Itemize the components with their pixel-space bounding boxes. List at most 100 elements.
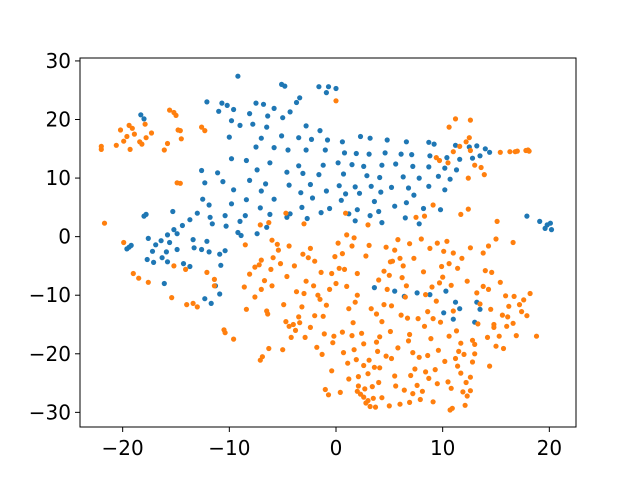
scatter-point-s0-105 bbox=[298, 190, 304, 196]
scatter-point-s1-159 bbox=[392, 373, 398, 379]
scatter-point-s1-184 bbox=[407, 241, 413, 247]
scatter-point-s1-84 bbox=[371, 364, 377, 370]
scatter-point-s1-12 bbox=[143, 135, 149, 141]
scatter-point-s1-241 bbox=[446, 333, 452, 339]
scatter-point-s0-63 bbox=[228, 156, 235, 162]
scatter-point-s0-187 bbox=[371, 285, 377, 291]
scatter-point-s1-270 bbox=[463, 139, 469, 145]
scatter-point-s1-61 bbox=[315, 292, 321, 298]
scatter-point-s1-178 bbox=[269, 237, 275, 243]
scatter-point-s0-116 bbox=[371, 198, 377, 205]
scatter-point-s1-133 bbox=[496, 333, 502, 339]
scatter-point-s0-76 bbox=[453, 167, 460, 173]
scatter-point-s1-249 bbox=[393, 383, 399, 389]
scatter-point-s1-312 bbox=[377, 365, 383, 371]
scatter-point-s1-299 bbox=[510, 239, 516, 246]
scatter-point-s1-169 bbox=[257, 357, 263, 363]
scatter-point-s1-242 bbox=[458, 340, 464, 346]
scatter-point-s1-144 bbox=[288, 334, 294, 340]
scatter-point-s1-7 bbox=[127, 146, 133, 152]
scatter-point-s1-62 bbox=[320, 313, 326, 319]
scatter-point-s0-190 bbox=[414, 290, 420, 296]
scatter-point-s1-197 bbox=[516, 302, 523, 308]
scatter-point-s1-32 bbox=[204, 269, 210, 275]
scatter-point-s0-88 bbox=[435, 173, 441, 179]
scatter-point-s1-138 bbox=[513, 333, 519, 339]
scatter-point-s0-61 bbox=[469, 155, 476, 161]
scatter-point-s1-160 bbox=[401, 387, 407, 393]
scatter-point-s1-198 bbox=[505, 314, 511, 320]
scatter-point-s1-143 bbox=[312, 313, 318, 319]
scatter-point-s1-151 bbox=[421, 323, 428, 329]
scatter-point-s1-177 bbox=[242, 242, 248, 248]
y-tick-label: 30 bbox=[46, 49, 71, 73]
scatter-point-s1-263 bbox=[351, 235, 357, 241]
scatter-point-s0-198 bbox=[450, 316, 456, 322]
scatter-point-s1-287 bbox=[333, 98, 339, 104]
scatter-point-s0-128 bbox=[170, 208, 176, 215]
scatter-point-s1-285 bbox=[512, 149, 518, 155]
scatter-point-s1-193 bbox=[493, 236, 499, 242]
scatter-point-s1-302 bbox=[145, 279, 151, 285]
scatter-point-s0-45 bbox=[482, 146, 488, 152]
scatter-point-s1-320 bbox=[337, 389, 343, 395]
scatter-point-s0-92 bbox=[247, 177, 253, 183]
scatter-point-s0-178 bbox=[151, 259, 157, 265]
scatter-point-s1-125 bbox=[475, 321, 481, 327]
scatter-point-s0-103 bbox=[231, 187, 237, 193]
scatter-point-s1-101 bbox=[414, 382, 420, 388]
scatter-point-s1-100 bbox=[412, 366, 418, 372]
scatter-point-s1-18 bbox=[167, 107, 173, 113]
scatter-point-s0-134 bbox=[287, 211, 293, 217]
scatter-point-s1-315 bbox=[386, 403, 392, 409]
scatter-point-s0-77 bbox=[199, 167, 205, 174]
scatter-point-s1-262 bbox=[363, 253, 369, 259]
scatter-point-s1-232 bbox=[317, 296, 323, 302]
scatter-point-s1-173 bbox=[252, 294, 258, 300]
scatter-point-s0-57 bbox=[409, 152, 415, 158]
scatter-point-s1-165 bbox=[354, 292, 360, 298]
scatter-point-s1-103 bbox=[419, 388, 425, 394]
scatter-point-s1-227 bbox=[464, 278, 470, 284]
scatter-point-s1-317 bbox=[354, 388, 360, 394]
scatter-point-s1-186 bbox=[427, 245, 433, 251]
scatter-point-s0-159 bbox=[204, 238, 210, 244]
scatter-point-s1-311 bbox=[388, 355, 395, 362]
scatter-point-s1-27 bbox=[183, 266, 189, 272]
scatter-point-s0-3 bbox=[316, 84, 322, 90]
scatter-point-s1-158 bbox=[383, 353, 389, 359]
scatter-point-s1-31 bbox=[202, 128, 208, 134]
scatter-point-s0-205 bbox=[548, 227, 555, 233]
scatter-point-s1-219 bbox=[376, 277, 382, 283]
scatter-point-s0-60 bbox=[457, 156, 463, 162]
scatter-point-s0-108 bbox=[356, 190, 363, 196]
scatter-point-s1-11 bbox=[142, 121, 148, 127]
scatter-point-s1-76 bbox=[353, 357, 359, 363]
scatter-point-s1-58 bbox=[305, 255, 311, 261]
scatter-point-s1-95 bbox=[399, 275, 405, 281]
scatter-point-s1-113 bbox=[446, 261, 452, 267]
scatter-point-s0-8 bbox=[293, 99, 300, 106]
scatter-point-s1-88 bbox=[381, 302, 387, 308]
scatter-point-s0-81 bbox=[300, 170, 306, 176]
scatter-point-s0-15 bbox=[216, 108, 222, 114]
scatter-point-s0-93 bbox=[263, 181, 269, 187]
scatter-point-s1-308 bbox=[330, 340, 336, 346]
scatter-point-s1-40 bbox=[256, 262, 262, 268]
scatter-point-s1-49 bbox=[281, 302, 287, 308]
scatter-point-s1-153 bbox=[455, 363, 461, 369]
scatter-point-s1-289 bbox=[266, 220, 272, 226]
scatter-point-s1-202 bbox=[346, 376, 352, 382]
scatter-point-s0-51 bbox=[322, 147, 328, 153]
scatter-point-s0-111 bbox=[200, 196, 206, 202]
scatter-point-s1-68 bbox=[332, 254, 338, 260]
scatter-point-s0-184 bbox=[217, 291, 223, 297]
scatter-point-s0-24 bbox=[250, 121, 256, 127]
scatter-point-s1-147 bbox=[359, 330, 365, 336]
scatter-point-s0-94 bbox=[286, 182, 292, 188]
scatter-point-s1-114 bbox=[448, 282, 454, 288]
scatter-point-s1-304 bbox=[211, 283, 217, 289]
scatter-point-s0-114 bbox=[309, 195, 316, 201]
y-tick-label: −30 bbox=[29, 400, 71, 424]
scatter-point-s1-15 bbox=[129, 125, 135, 131]
